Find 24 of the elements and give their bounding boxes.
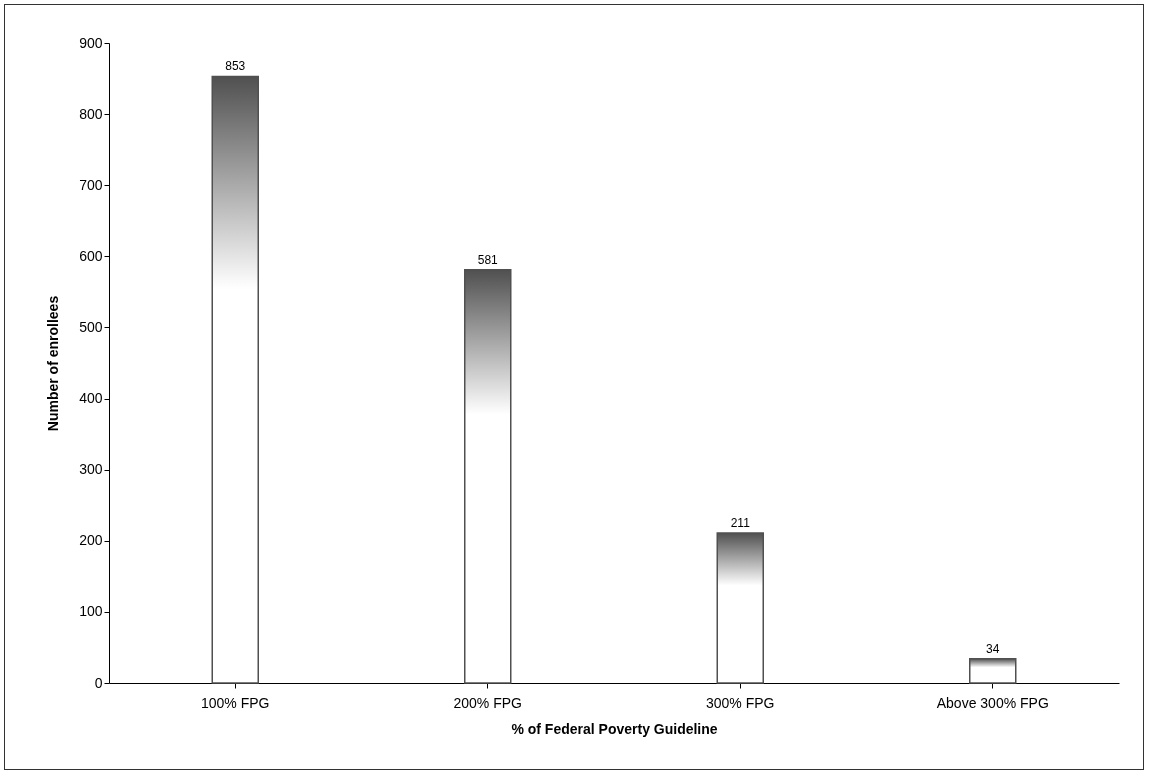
y-tick-label: 800	[79, 105, 103, 122]
bar	[211, 75, 259, 684]
x-tick-label: 300% FPG	[706, 694, 775, 711]
data-label: 581	[477, 252, 499, 267]
data-label: 853	[225, 59, 246, 74]
data-label: 34	[986, 641, 1000, 656]
x-tick-label: Above 300% FPG	[936, 694, 1049, 711]
y-tick-label: 600	[79, 247, 103, 264]
x-tick-label: 100% FPG	[201, 694, 270, 711]
bar	[716, 532, 764, 684]
bar	[969, 658, 1017, 684]
bar	[464, 269, 512, 684]
y-tick-label: 700	[79, 176, 103, 193]
x-tick-label: 200% FPG	[453, 694, 522, 711]
y-tick-label: 400	[79, 390, 103, 407]
y-tick-label: 900	[79, 34, 103, 51]
data-label: 211	[730, 515, 751, 530]
y-axis-title: Number of enrollees	[45, 295, 62, 432]
y-tick-label: 0	[94, 674, 103, 691]
y-tick-label: 200	[79, 532, 103, 549]
y-tick-label: 100	[79, 603, 103, 620]
y-tick-label: 500	[79, 318, 103, 335]
x-axis-title: % of Federal Poverty Guideline	[511, 720, 718, 737]
y-tick-label: 300	[79, 461, 103, 478]
